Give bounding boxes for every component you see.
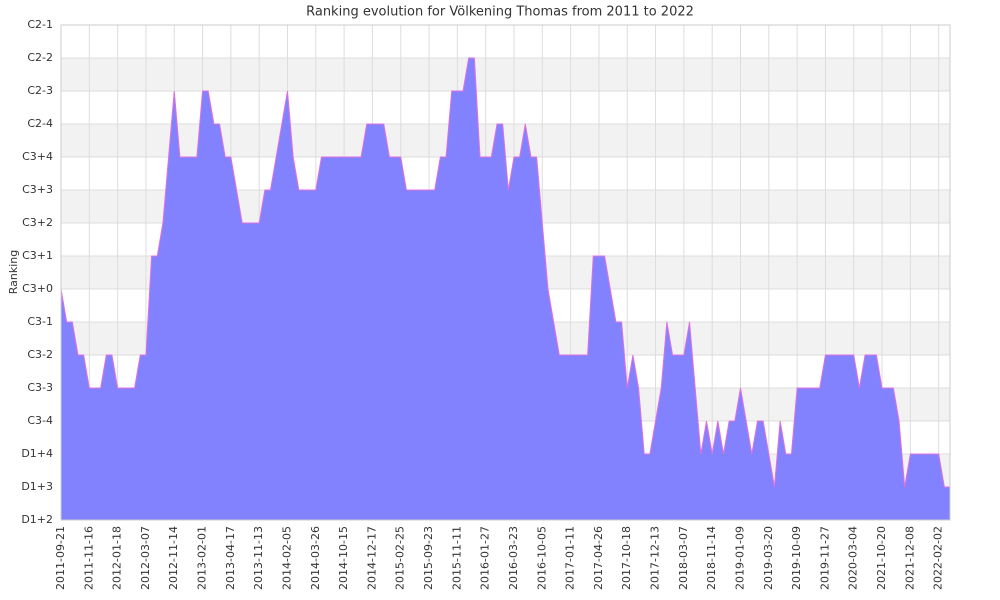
x-tick-label: 2020-03-04 [847, 526, 860, 590]
x-tick-label: 2013-11-13 [252, 526, 265, 590]
x-tick-label: 2013-04-17 [224, 526, 237, 590]
x-tick-label: 2021-10-20 [875, 526, 888, 590]
x-tick-label: 2019-11-27 [818, 526, 831, 590]
x-tick-label: 2022-02-02 [932, 526, 945, 590]
x-tick-label: 2018-03-07 [677, 526, 690, 590]
y-tick-label: D1+2 [21, 513, 53, 526]
y-tick-label: C3+0 [22, 282, 53, 295]
y-tick-label: C3+2 [22, 216, 53, 229]
x-tick-label: 2014-02-05 [280, 526, 293, 590]
x-tick-label: 2012-01-18 [111, 526, 124, 590]
x-tick-label: 2011-11-16 [82, 526, 95, 590]
x-tick-label: 2019-10-09 [790, 526, 803, 590]
x-tick-label: 2019-03-20 [762, 526, 775, 590]
y-tick-label: D1+3 [21, 480, 53, 493]
x-tick-label: 2017-04-26 [592, 526, 605, 590]
y-tick-label: C3+4 [22, 150, 53, 163]
x-tick-label: 2012-03-07 [139, 526, 152, 590]
y-tick-label: C3-2 [27, 348, 53, 361]
x-tick-label: 2016-01-27 [479, 526, 492, 590]
area [61, 58, 950, 520]
y-tick-label: C3+3 [22, 183, 53, 196]
y-tick-label: C3+1 [22, 249, 53, 262]
x-tick-label: 2018-11-14 [705, 526, 718, 590]
y-tick-label: D1+4 [21, 447, 53, 460]
y-tick-label: C3-4 [27, 414, 53, 427]
x-tick-label: 2019-01-09 [733, 526, 746, 590]
y-tick-label: C2-2 [27, 51, 53, 64]
x-tick-label: 2012-11-14 [167, 526, 180, 590]
plot-border [60, 24, 951, 521]
x-tick-label: 2013-02-01 [196, 526, 209, 590]
x-tick-label: 2015-09-23 [422, 526, 435, 590]
y-tick-label: C3-1 [27, 315, 53, 328]
x-tick-label: 2014-03-26 [309, 526, 322, 590]
x-tick-label: 2017-01-11 [564, 526, 577, 590]
y-axis-label: Ranking [7, 250, 20, 295]
chart-title: Ranking evolution for Völkening Thomas f… [306, 5, 694, 20]
x-tick-label: 2015-11-11 [450, 526, 463, 590]
x-tick-label: 2014-12-17 [365, 526, 378, 590]
x-tick-label: 2016-03-23 [507, 526, 520, 590]
y-tick-label: C2-4 [27, 117, 53, 130]
y-tick-label: C2-1 [27, 18, 53, 31]
x-tick-label: 2014-10-15 [337, 526, 350, 590]
y-tick-label: C3-3 [27, 381, 53, 394]
grid-band [61, 58, 950, 91]
x-tick-label: 2016-10-05 [535, 526, 548, 590]
x-tick-label: 2015-02-25 [394, 526, 407, 590]
x-tick-label: 2021-12-08 [903, 526, 916, 590]
x-tick-label: 2011-09-21 [54, 526, 67, 590]
area-line [60, 57, 950, 488]
x-tick-label: 2017-12-13 [649, 526, 662, 590]
x-tick-label: 2017-10-18 [620, 526, 633, 590]
y-tick-label: C2-3 [27, 84, 53, 97]
